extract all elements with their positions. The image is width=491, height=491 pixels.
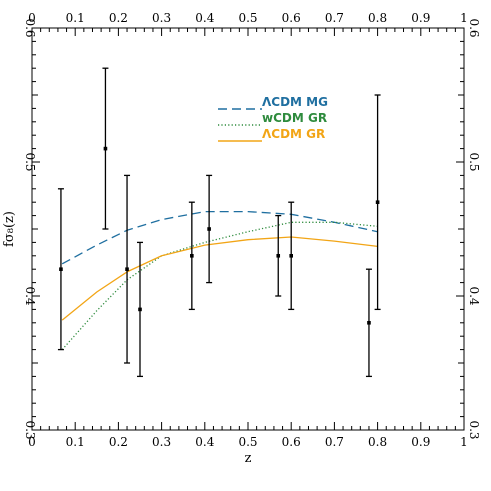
data-point-0 — [59, 267, 63, 271]
y-tick-label-right: 0.6 — [467, 18, 481, 37]
x-tick-label-bottom: 0.5 — [238, 435, 257, 449]
y-tick-label-left: 0.3 — [23, 420, 37, 439]
x-tick-label-top: 0.6 — [282, 11, 301, 25]
plot-frame — [31, 27, 465, 431]
x-tick-label-bottom: 0.8 — [368, 435, 387, 449]
x-tick-label-top: 0.9 — [411, 11, 430, 25]
y-axis-title: fσ₈(z) — [2, 211, 17, 247]
legend-label-0: ΛCDM MG — [262, 95, 328, 109]
x-tick-label-top: 0.5 — [238, 11, 257, 25]
x-axis-title: z — [245, 451, 252, 466]
model-curves — [61, 210, 378, 351]
y-tick-label-left: 0.6 — [23, 18, 37, 37]
series-line-2 — [61, 236, 378, 321]
x-tick-label-bottom: 0.9 — [411, 435, 430, 449]
x-tick-label-bottom: 0 — [28, 435, 36, 449]
x-tick-label-bottom: 0.6 — [282, 435, 301, 449]
x-tick-label-top: 0.7 — [325, 11, 344, 25]
data-point-6 — [276, 254, 281, 258]
x-tick-label-top: 0.2 — [109, 11, 128, 25]
y-tick-label-left: 0.4 — [23, 286, 37, 305]
x-tick-label-bottom: 0.7 — [325, 435, 344, 449]
series-line-1 — [61, 221, 378, 351]
y-tick-label-left: 0.5 — [23, 152, 37, 171]
data-point-8 — [367, 321, 371, 325]
x-tick-label-bottom: 0.2 — [109, 435, 128, 449]
legend: ΛCDM MG wCDM GR ΛCDM GR — [218, 95, 328, 142]
data-point-7 — [289, 254, 293, 258]
x-tick-label-top: 0.3 — [152, 11, 171, 25]
y-tick-label-right: 0.5 — [467, 152, 481, 171]
data-point-9 — [375, 200, 380, 204]
x-tick-label-top: 0.1 — [66, 11, 85, 25]
x-tick-label-bottom: 0.1 — [66, 435, 85, 449]
x-tick-label-bottom: 0.3 — [152, 435, 171, 449]
x-tick-label-bottom: 1 — [460, 435, 468, 449]
data-point-2 — [125, 267, 129, 271]
legend-label-1: wCDM GR — [262, 111, 327, 125]
data-point-5 — [207, 227, 211, 231]
y-tick-label-right: 0.3 — [467, 420, 481, 439]
legend-label-2: ΛCDM GR — [262, 127, 325, 141]
data-point-4 — [190, 254, 194, 258]
y-tick-label-right: 0.4 — [467, 286, 481, 305]
x-tick-label-bottom: 0.4 — [195, 435, 214, 449]
data-point-3 — [138, 307, 142, 312]
x-tick-label-top: 0 — [28, 11, 36, 25]
axis-tick-labels: 0 0 0.1 0.1 0.2 0.2 0.3 0.3 0.4 0.4 0.5 0.5 0.6 0.6 0.… — [23, 11, 481, 449]
x-tick-label-top: 1 — [460, 11, 468, 25]
data-point-1 — [103, 146, 108, 151]
measurement-points — [57, 67, 381, 378]
series-line-0 — [61, 210, 378, 265]
x-tick-label-top: 0.4 — [195, 11, 214, 25]
axis-ticks — [31, 27, 465, 431]
x-tick-label-top: 0.8 — [368, 11, 387, 25]
